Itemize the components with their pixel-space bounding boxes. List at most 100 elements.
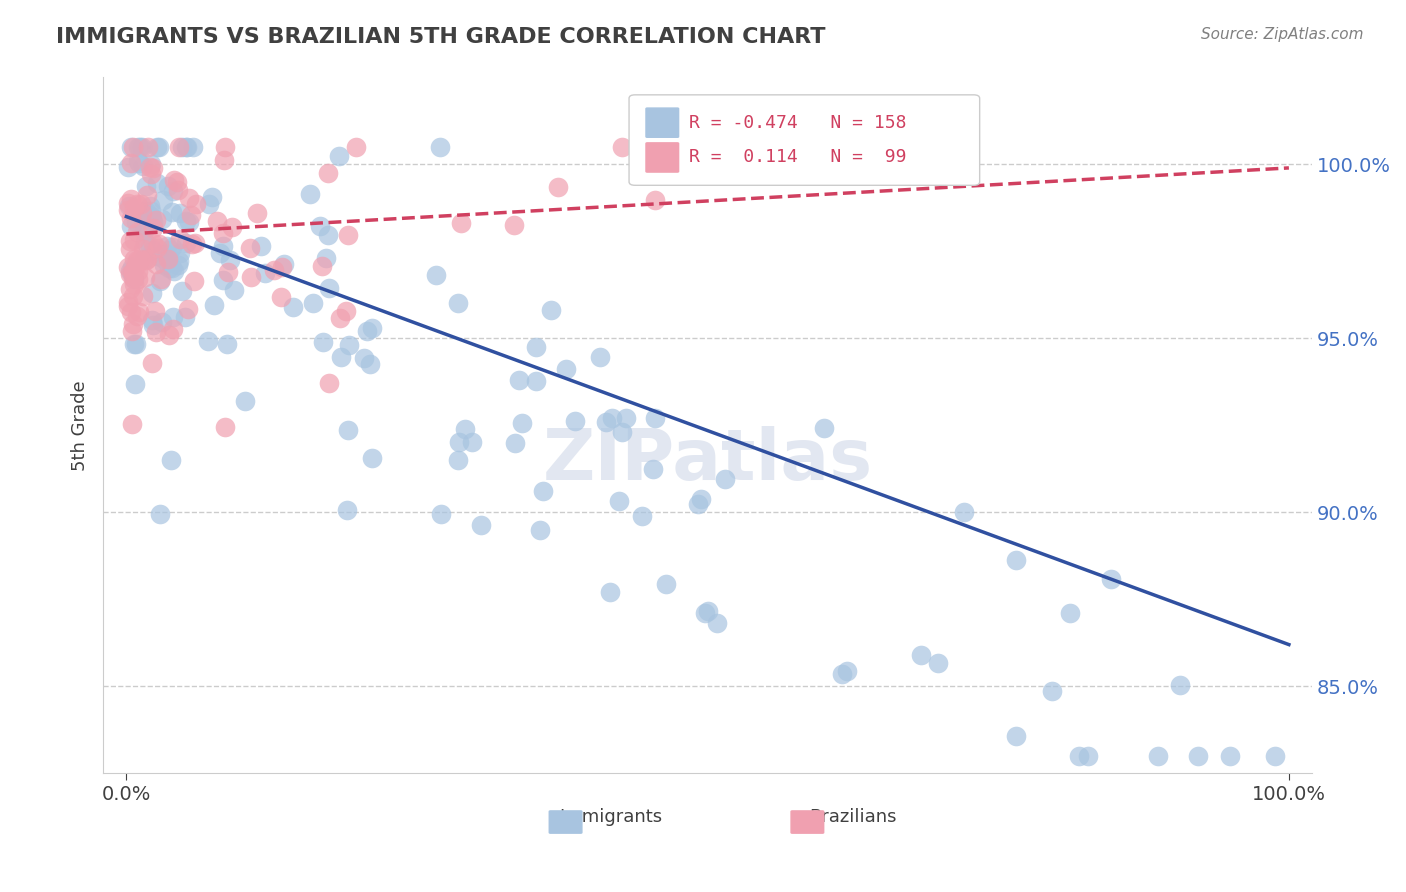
Point — [135, 203, 157, 218]
Point — [146, 140, 169, 154]
Point — [450, 216, 472, 230]
Y-axis label: 5th Grade: 5th Grade — [72, 380, 89, 471]
Point — [136, 252, 159, 266]
Point — [166, 175, 188, 189]
Point — [150, 211, 173, 226]
Point — [149, 507, 172, 521]
Point — [180, 208, 202, 222]
Point — [1147, 748, 1170, 763]
Point — [177, 191, 200, 205]
Point — [153, 252, 176, 266]
Point — [122, 271, 145, 285]
Point — [152, 193, 174, 207]
Point — [217, 337, 239, 351]
FancyBboxPatch shape — [792, 811, 824, 833]
Point — [212, 239, 235, 253]
Point — [141, 313, 163, 327]
Point — [595, 415, 617, 429]
Point — [910, 648, 932, 663]
Point — [599, 585, 621, 599]
FancyBboxPatch shape — [550, 811, 582, 833]
Point — [125, 309, 148, 323]
Point — [219, 253, 242, 268]
Point — [315, 251, 337, 265]
Point — [214, 140, 236, 154]
Point — [503, 435, 526, 450]
Point — [174, 236, 197, 251]
Point — [690, 491, 713, 506]
Point — [162, 184, 184, 198]
Point — [127, 225, 149, 239]
Point — [318, 376, 340, 390]
Point — [263, 263, 285, 277]
Point — [142, 220, 165, 235]
Point — [170, 140, 193, 154]
Point — [214, 420, 236, 434]
Point — [731, 156, 754, 170]
Point — [139, 160, 162, 174]
Point — [610, 425, 633, 440]
Point — [769, 153, 792, 168]
Point — [121, 264, 143, 278]
Point — [145, 325, 167, 339]
Point — [177, 215, 200, 229]
Point — [547, 179, 569, 194]
Point — [131, 206, 153, 220]
Point — [211, 226, 233, 240]
Point — [148, 237, 170, 252]
Point — [121, 260, 143, 275]
Point — [1005, 552, 1028, 566]
Point — [169, 246, 191, 260]
Point — [337, 337, 360, 351]
Point — [127, 271, 149, 285]
Point — [145, 257, 167, 271]
Point — [131, 140, 153, 154]
Point — [174, 214, 197, 228]
Point — [644, 193, 666, 207]
FancyBboxPatch shape — [628, 95, 980, 186]
Point — [142, 235, 165, 250]
Point — [183, 140, 205, 154]
Point — [927, 657, 949, 671]
Point — [125, 254, 148, 268]
Point — [139, 199, 162, 213]
Point — [124, 336, 146, 351]
Point — [217, 265, 239, 279]
Point — [134, 235, 156, 249]
Point — [142, 244, 165, 258]
Point — [239, 270, 262, 285]
Point — [813, 421, 835, 435]
Point — [135, 188, 157, 202]
Point — [121, 266, 143, 280]
Point — [124, 377, 146, 392]
Point — [141, 211, 163, 225]
Point — [644, 411, 666, 425]
Point — [508, 373, 530, 387]
Point — [239, 241, 262, 255]
Point — [356, 324, 378, 338]
Point — [353, 351, 375, 366]
Point — [167, 253, 190, 268]
Point — [610, 140, 633, 154]
Point — [208, 246, 231, 260]
Point — [174, 310, 197, 324]
Point — [318, 281, 340, 295]
Point — [132, 288, 155, 302]
Point — [128, 156, 150, 170]
Point — [616, 411, 638, 425]
Point — [120, 242, 142, 256]
Point — [713, 472, 735, 486]
Point — [157, 261, 180, 276]
Point — [122, 289, 145, 303]
Point — [160, 204, 183, 219]
Point — [271, 260, 294, 275]
Point — [139, 167, 162, 181]
Point — [117, 294, 139, 309]
Point — [117, 160, 139, 174]
Point — [125, 215, 148, 229]
Point — [128, 140, 150, 154]
Point — [589, 351, 612, 365]
Point — [328, 149, 350, 163]
Point — [120, 267, 142, 281]
Point — [136, 140, 159, 154]
